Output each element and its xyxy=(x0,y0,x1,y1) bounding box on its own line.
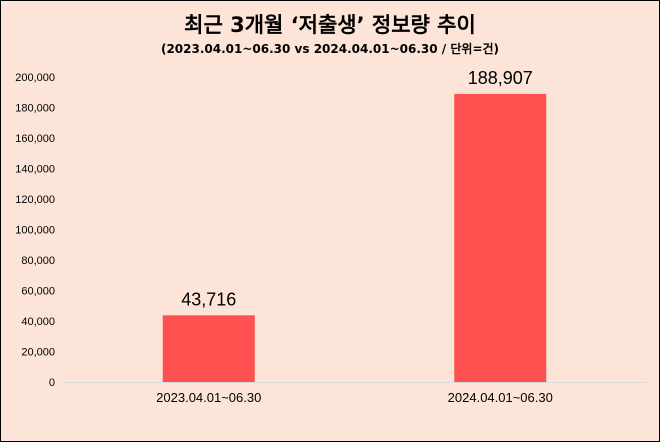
bar xyxy=(454,93,547,383)
y-tick-label: 40,000 xyxy=(21,316,55,328)
y-tick-label: 0 xyxy=(49,377,55,389)
bar xyxy=(162,315,255,382)
y-tick-label: 60,000 xyxy=(21,286,55,298)
y-tick-label: 80,000 xyxy=(21,255,55,267)
y-tick-label: 160,000 xyxy=(15,133,55,145)
x-tick-label: 2024.04.01~06.30 xyxy=(448,390,553,405)
data-label: 188,907 xyxy=(468,68,533,88)
chart-subtitle: (2023.04.01~06.30 vs 2024.04.01~06.30 / … xyxy=(160,42,500,56)
data-label: 43,716 xyxy=(181,289,236,309)
x-tick-label: 2023.04.01~06.30 xyxy=(156,390,261,405)
y-tick-label: 100,000 xyxy=(15,225,55,237)
y-tick-label: 180,000 xyxy=(15,103,55,115)
y-tick-label: 120,000 xyxy=(15,194,55,206)
y-tick-label: 20,000 xyxy=(21,347,55,359)
y-tick-label: 140,000 xyxy=(15,164,55,176)
chart-title: 최근 3개월 ‘저출생’ 정보량 추이 xyxy=(184,13,476,37)
y-tick-label: 200,000 xyxy=(15,72,55,84)
